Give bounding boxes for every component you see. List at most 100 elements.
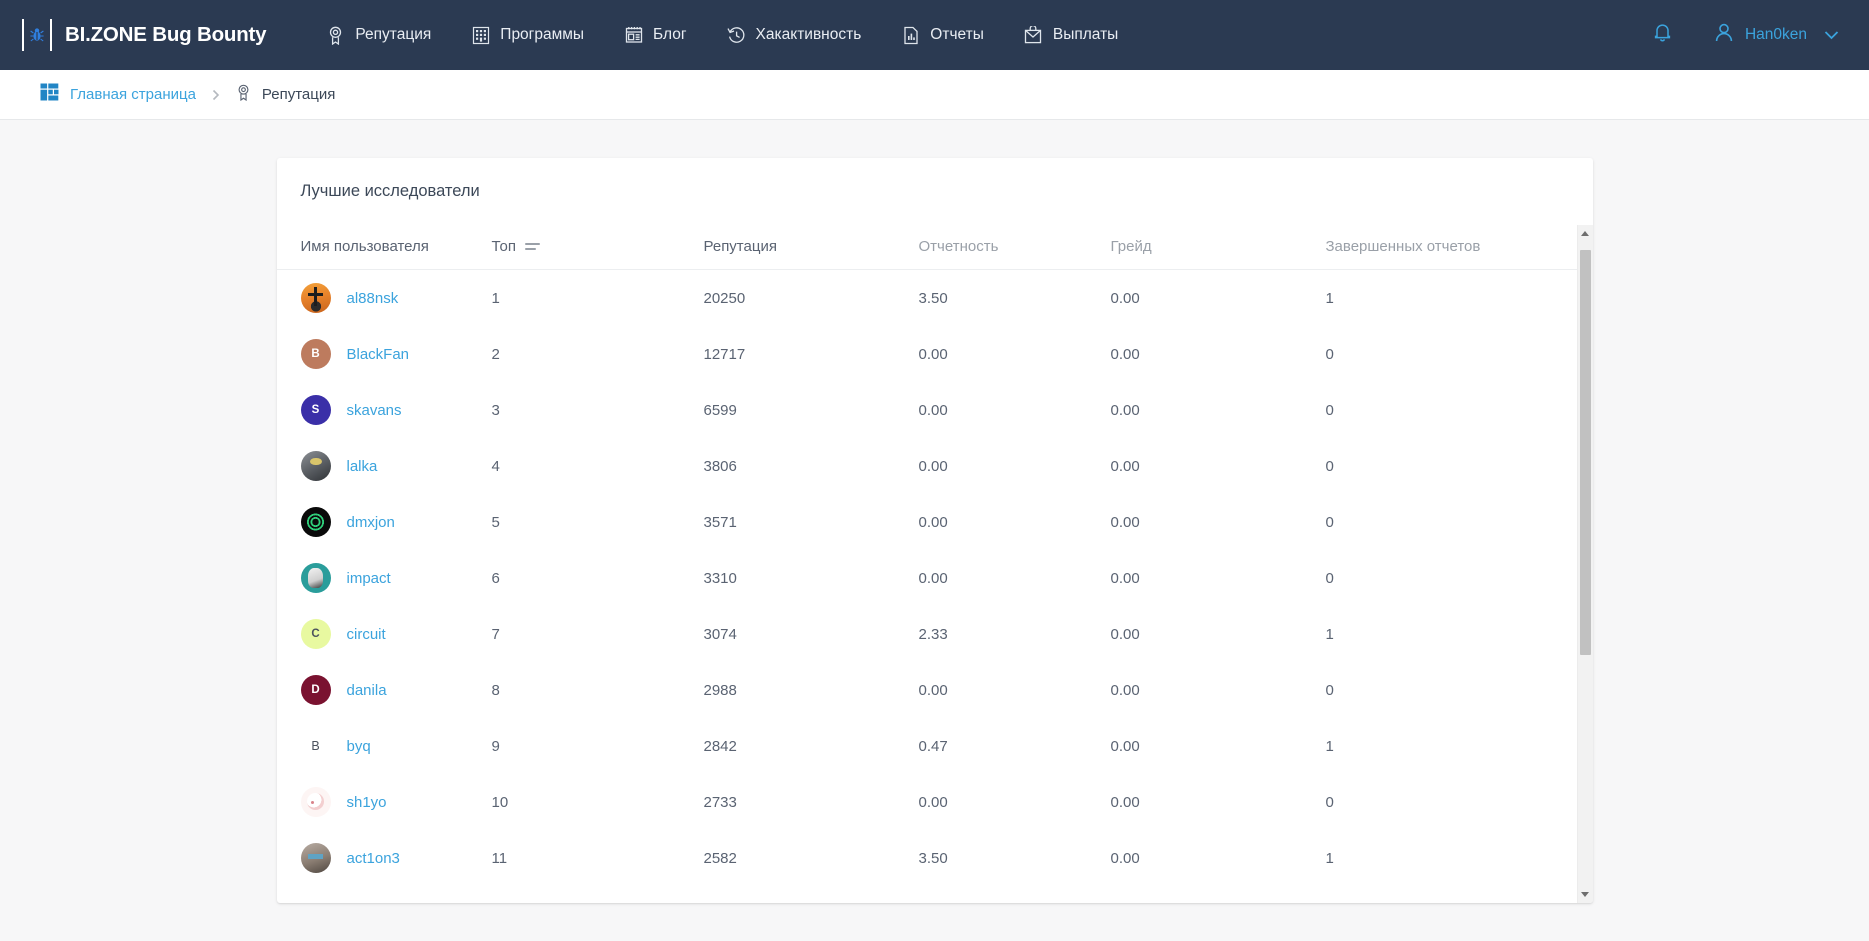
username-link[interactable]: lalka: [346, 457, 378, 475]
main-nav: Репутация Программы: [306, 0, 1138, 70]
cell-top: 5: [491, 513, 500, 531]
cell-top: 2: [491, 345, 500, 363]
cell-completed-reports: 0: [1325, 681, 1334, 699]
notifications-button[interactable]: [1631, 0, 1694, 70]
breadcrumb-home[interactable]: Главная страница: [40, 83, 196, 106]
breadcrumb-current-label: Репутация: [261, 86, 336, 103]
nav-label: Программы: [500, 26, 585, 43]
scroll-up-button[interactable]: [1578, 225, 1593, 242]
user-cell: al88nsk: [300, 283, 492, 313]
avatar[interactable]: [300, 787, 331, 817]
column-header-reporting[interactable]: Отчетность: [918, 225, 1111, 270]
triangle-up-icon: [1581, 231, 1589, 236]
scrollbar-thumb[interactable]: [1579, 250, 1591, 655]
user-cell: lalka: [300, 451, 492, 481]
column-header-top[interactable]: Топ: [491, 225, 704, 270]
cell-reputation: 3310: [703, 569, 737, 587]
cell-reputation: 6599: [703, 401, 737, 419]
cell-reputation: 3806: [703, 457, 737, 475]
nav-item-reputation[interactable]: Репутация: [306, 0, 451, 70]
sort-top-control[interactable]: Топ: [492, 238, 540, 255]
leaderboard-table: Имя пользователя Топ Репутация: [276, 225, 1577, 903]
cell-top: 11: [491, 849, 508, 867]
avatar[interactable]: [300, 507, 331, 537]
username-link[interactable]: impact: [346, 569, 391, 587]
cell-grade: 0.00: [1110, 793, 1140, 811]
avatar[interactable]: S: [300, 395, 331, 425]
avatar[interactable]: [300, 283, 331, 313]
brand-name: BI.ZONE Bug Bounty: [65, 23, 267, 46]
cell-reporting: 0.00: [918, 345, 948, 363]
column-header-grade[interactable]: Грейд: [1110, 225, 1326, 270]
scroll-down-button[interactable]: [1578, 886, 1593, 903]
table-row: sh1yo 10 2733 0.00 0.00 0: [277, 774, 1577, 830]
brand-logo[interactable]: BI.ZONE Bug Bounty: [22, 19, 267, 51]
column-header-username[interactable]: Имя пользователя: [276, 225, 492, 270]
cell-grade: 0.00: [1110, 289, 1140, 307]
cell-username: B BlackFan: [277, 326, 492, 382]
column-header-completed-reports[interactable]: Завершенных отчетов: [1325, 225, 1577, 270]
nav-item-programs[interactable]: Программы: [451, 0, 604, 70]
username-link[interactable]: circuit: [346, 625, 386, 643]
nav-item-hackactivity[interactable]: Хакактивность: [707, 0, 882, 70]
avatar[interactable]: [300, 563, 331, 593]
top-researchers-card: Лучшие исследователи Имя пользователя То…: [276, 158, 1593, 903]
nav-item-reports[interactable]: Отчеты: [881, 0, 1004, 70]
avatar[interactable]: C: [300, 619, 331, 649]
user-menu[interactable]: Han0ken: [1694, 0, 1843, 70]
table-row: lalka 4 3806 0.00 0.00 0: [277, 438, 1577, 494]
cell-grade: 0.00: [1110, 849, 1140, 867]
cell-completed-reports: 1: [1326, 886, 1577, 903]
avatar[interactable]: B: [300, 339, 331, 369]
username-link[interactable]: dmxjon: [346, 513, 395, 531]
cell-grade: 0.00: [1110, 513, 1140, 531]
user-cell: Ppisarenko: [301, 899, 492, 903]
username-link[interactable]: danila: [346, 681, 387, 699]
cell-reputation: 2582: [703, 849, 737, 867]
username-link[interactable]: byq: [346, 737, 371, 755]
username-link[interactable]: BlackFan: [346, 345, 410, 363]
avatar[interactable]: [300, 843, 331, 873]
table-container: Имя пользователя Топ Репутация: [276, 225, 1593, 903]
cell-username: Ppisarenko: [277, 886, 492, 903]
cell-grade: 0.00: [1110, 569, 1140, 587]
nav-item-payouts[interactable]: Выплаты: [1004, 0, 1138, 70]
scrollbar-track[interactable]: [1578, 242, 1593, 886]
cell-completed-reports: 0: [1325, 793, 1334, 811]
table-scrollbar[interactable]: [1576, 225, 1593, 903]
medal-icon: [236, 84, 251, 106]
nav-item-blog[interactable]: Блог: [604, 0, 707, 70]
person-icon: [1714, 22, 1734, 48]
cell-reputation: 3571: [703, 513, 737, 531]
cell-completed-reports: 1: [1325, 289, 1334, 307]
avatar[interactable]: P: [301, 899, 331, 903]
avatar[interactable]: [300, 451, 331, 481]
username-link[interactable]: sh1yo: [346, 793, 387, 811]
avatar[interactable]: B: [311, 739, 320, 753]
username-link[interactable]: skavans: [346, 401, 402, 419]
top-navbar: BI.ZONE Bug Bounty Репутация: [0, 0, 1869, 70]
column-header-reputation[interactable]: Репутация: [703, 225, 919, 270]
breadcrumb-separator-icon: [212, 89, 220, 101]
card-header: Лучшие исследователи: [277, 158, 1593, 225]
bell-icon: [1653, 22, 1672, 48]
user-name: Han0ken: [1744, 26, 1807, 43]
cell-completed-reports: 0: [1325, 401, 1334, 419]
username-link[interactable]: act1on3: [346, 849, 400, 867]
username-link[interactable]: al88nsk: [346, 289, 399, 307]
cell-completed-reports: 1: [1325, 625, 1334, 643]
building-icon: [471, 25, 490, 45]
cell-completed-reports: 1: [1325, 849, 1334, 867]
cell-reporting: 0.00: [918, 513, 948, 531]
cell-username: impact: [277, 550, 492, 606]
cell-completed-reports: 0: [1325, 513, 1334, 531]
cell-top: 6: [491, 569, 500, 587]
avatar[interactable]: D: [300, 675, 331, 705]
cell-grade: 0.00: [1110, 681, 1140, 699]
